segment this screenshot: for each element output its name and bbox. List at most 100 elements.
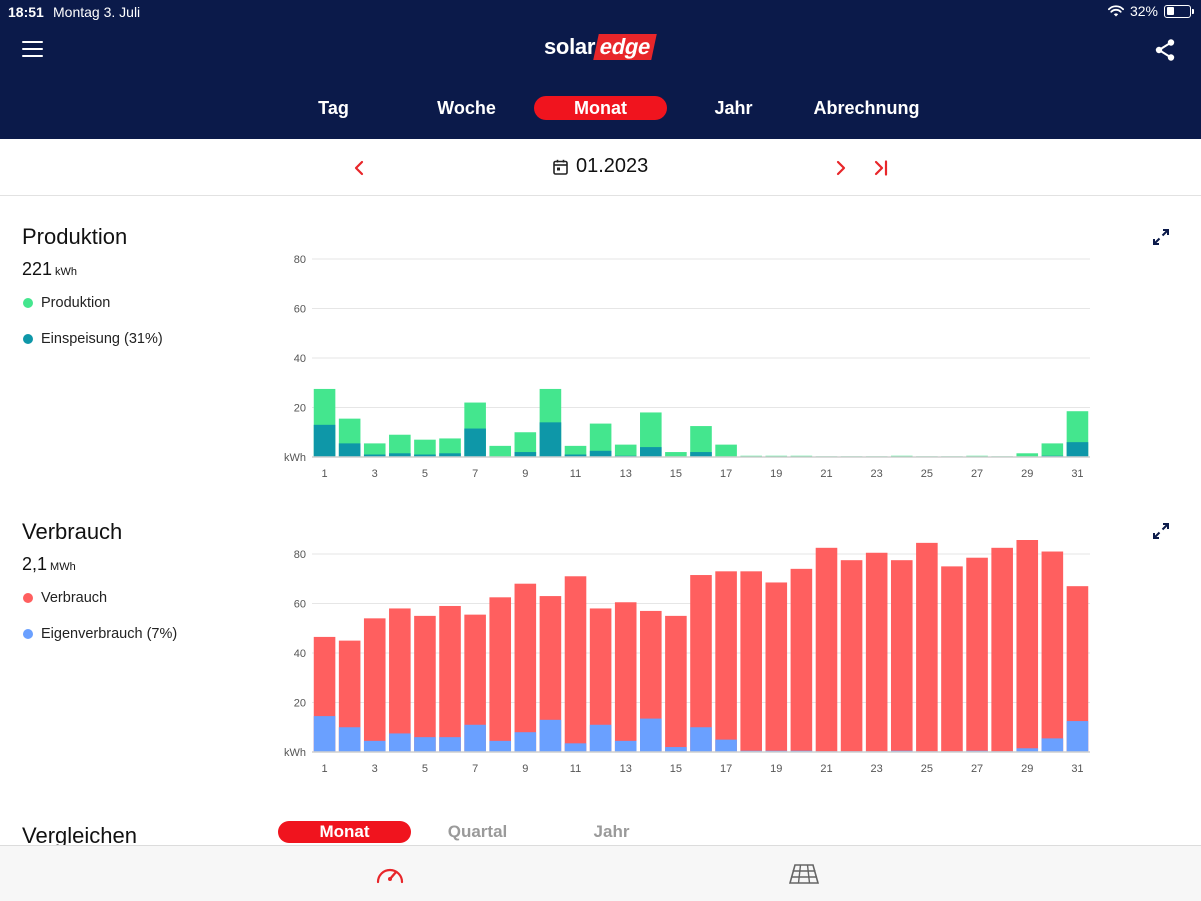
bar-segment	[665, 747, 687, 752]
bar-segment	[1066, 442, 1089, 457]
bar-total	[338, 640, 361, 752]
bar-segment	[414, 737, 436, 752]
x-tick-label: 15	[670, 468, 682, 480]
compare-tab-monat[interactable]: Monat	[278, 821, 411, 843]
legend-eigenverbrauch: Eigenverbrauch (7%)	[23, 626, 177, 642]
x-tick-label: 11	[570, 468, 581, 480]
bar-total	[489, 445, 512, 457]
production-total-value: 221	[22, 259, 53, 279]
x-tick-label: 13	[620, 468, 632, 480]
expand-icon[interactable]	[1152, 228, 1170, 246]
compare-title: Vergleichen	[22, 823, 137, 848]
x-tick-label: 27	[971, 468, 983, 480]
menu-icon[interactable]	[22, 41, 43, 57]
bar-segment	[589, 724, 612, 752]
bar-total	[464, 614, 486, 752]
bar-segment	[715, 739, 737, 752]
y-tick-label: 80	[294, 254, 306, 266]
consumption-title: Verbrauch	[22, 519, 123, 544]
bar-total	[840, 560, 863, 752]
bar-segment	[363, 454, 386, 457]
x-tick-label: 25	[921, 763, 933, 775]
x-tick-label: 5	[422, 763, 428, 775]
x-tick-label: 29	[1021, 468, 1033, 480]
bar-total	[765, 582, 788, 752]
y-tick-label: 60	[294, 599, 306, 611]
legend-produktion: Produktion	[23, 295, 110, 311]
bar-total	[665, 452, 687, 457]
x-tick-label: 3	[372, 468, 378, 480]
compare-tab-jahr[interactable]: Jahr	[593, 822, 630, 841]
bar-total	[614, 602, 637, 752]
bar-segment	[539, 422, 562, 457]
bar-segment	[464, 724, 486, 752]
bar-total	[640, 412, 662, 457]
bar-total	[790, 568, 813, 752]
bar-total	[363, 618, 386, 752]
skip-to-end-icon[interactable]	[872, 158, 890, 178]
bar-total	[1041, 443, 1064, 457]
y-axis-unit: kWh	[284, 452, 306, 464]
bar-total	[665, 615, 687, 752]
bar-segment	[514, 452, 537, 457]
battery-icon	[1164, 4, 1194, 18]
bar-total	[890, 560, 913, 752]
y-tick-label: 20	[294, 698, 306, 710]
consumption-total-value: 2,1	[22, 554, 48, 574]
bar-total	[1041, 551, 1064, 752]
date-picker[interactable]: 01.2023	[553, 155, 648, 178]
solar-panel-icon[interactable]	[789, 864, 819, 884]
bar-segment	[363, 740, 386, 752]
bar-segment	[1016, 748, 1039, 752]
x-tick-label: 23	[871, 468, 883, 480]
bar-segment	[489, 740, 512, 752]
bar-segment	[439, 737, 461, 752]
chevron-left-icon[interactable]	[350, 158, 368, 178]
consumption-chart: 20 40 60 80 kWh 1 3 5 7 9 11 13 15 17 19 21 23 25 27 29 31	[280, 540, 1100, 780]
tab-woche[interactable]: Woche	[437, 98, 496, 118]
y-tick-label: 80	[294, 549, 306, 561]
legend-label: Eigenverbrauch (7%)	[41, 626, 178, 642]
bar-total	[614, 444, 637, 457]
bar-total	[414, 615, 436, 752]
calendar-icon	[553, 159, 568, 175]
legend-label: Einspeisung (31%)	[41, 331, 163, 347]
bar-total	[640, 610, 662, 752]
bar-segment	[338, 727, 361, 752]
x-tick-label: 29	[1021, 763, 1033, 775]
bar-segment	[389, 453, 411, 457]
compare-tab-quartal[interactable]: Quartal	[447, 822, 508, 841]
bar-segment	[614, 740, 637, 752]
share-icon[interactable]	[1154, 38, 1176, 62]
legend-einspeisung: Einspeisung (31%)	[23, 331, 163, 347]
bar-segment	[539, 719, 562, 752]
dashboard-gauge-icon[interactable]	[374, 863, 406, 885]
tab-jahr[interactable]: Jahr	[714, 98, 753, 118]
bar-total	[690, 575, 712, 752]
bar-segment	[313, 716, 336, 752]
bar-total	[690, 426, 712, 457]
tab-monat[interactable]: Monat	[534, 96, 667, 120]
bar-total	[1066, 586, 1089, 752]
production-total-unit: kWh	[55, 266, 78, 278]
bar-total	[916, 542, 938, 752]
status-date: Montag 3. Juli	[53, 4, 141, 20]
x-tick-label: 11	[570, 763, 581, 775]
expand-icon[interactable]	[1152, 522, 1170, 540]
x-tick-label: 7	[472, 468, 478, 480]
y-tick-label: 40	[294, 648, 306, 660]
status-indicators: 32%	[1107, 3, 1194, 19]
bar-total	[966, 557, 988, 752]
bar-total	[715, 571, 737, 752]
solaredge-logo: solar edge	[544, 34, 658, 60]
bar-total	[564, 445, 587, 457]
tab-abrechnung[interactable]: Abrechnung	[813, 98, 920, 118]
current-period: 01.2023	[576, 155, 649, 177]
chevron-right-icon[interactable]	[832, 158, 850, 178]
battery-percent: 32%	[1129, 3, 1158, 19]
app-header: 18:51 Montag 3. Juli 32% solar edge Tag …	[0, 0, 1201, 139]
bar-total	[439, 605, 461, 752]
tab-tag[interactable]: Tag	[318, 98, 349, 118]
